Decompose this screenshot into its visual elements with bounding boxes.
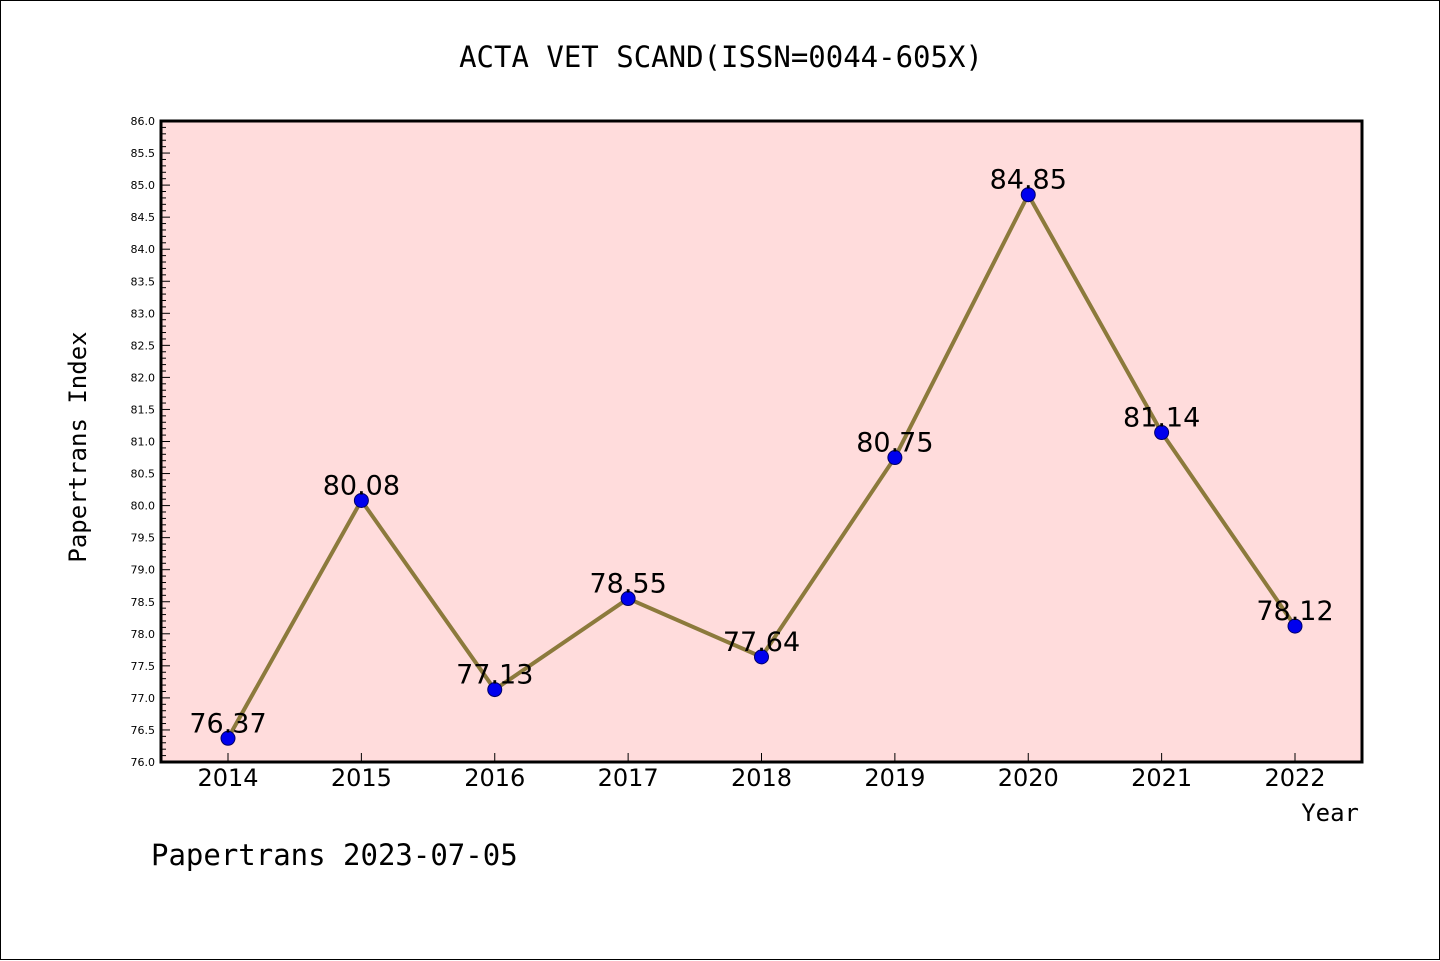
data-label: 78.12 <box>1256 596 1333 627</box>
y-tick-label: 81.5 <box>131 403 156 416</box>
plot-area <box>159 119 1364 764</box>
y-tick-label: 78.0 <box>131 628 156 641</box>
y-axis: 76.0 76.5 77.0 77.5 78.0 78.5 79.0 79.5 80.0 80.5… <box>131 115 170 769</box>
x-tick-label: 2021 <box>1131 764 1192 792</box>
y-tick-label: 79.0 <box>131 564 156 577</box>
data-label: 76.37 <box>189 708 266 739</box>
data-label: 84.85 <box>990 165 1067 196</box>
y-tick-label: 83.5 <box>131 275 156 288</box>
data-point <box>220 730 236 746</box>
x-tick-label: 2022 <box>1264 764 1325 792</box>
y-tick-label: 80.5 <box>131 468 156 481</box>
y-tick-label: 76.5 <box>131 724 156 737</box>
data-point <box>887 450 903 466</box>
y-tick-label: 76.0 <box>131 756 156 769</box>
data-labels: 76.37 80.08 77.13 78.55 77.64 80.75 84.85 81.14… <box>189 165 1333 740</box>
data-label: 78.55 <box>589 569 666 600</box>
y-tick-label: 85.0 <box>131 179 156 192</box>
y-tick-label: 84.0 <box>131 243 156 256</box>
y-tick-label: 79.5 <box>131 532 156 545</box>
x-tick-label: 2016 <box>464 764 525 792</box>
y-tick-label: 81.0 <box>131 436 156 449</box>
data-point <box>353 492 369 508</box>
y-tick-label: 86.0 <box>131 115 156 128</box>
x-tick-label: 2020 <box>998 764 1059 792</box>
data-point <box>487 682 503 698</box>
x-tick-label: 2014 <box>197 764 258 792</box>
x-tick-label: 2015 <box>331 764 392 792</box>
y-tick-label: 83.0 <box>131 307 156 320</box>
chart-title: ACTA VET SCAND(ISSN=0044-605X) <box>459 40 983 74</box>
data-point <box>1020 187 1036 203</box>
data-label: 80.08 <box>323 470 400 501</box>
data-label: 77.13 <box>456 660 533 691</box>
data-label: 81.14 <box>1123 403 1200 434</box>
data-point <box>1154 425 1170 441</box>
footer-date: Papertrans 2023-07-05 <box>151 838 518 872</box>
y-tick-label: 77.5 <box>131 660 156 673</box>
data-point <box>620 591 636 607</box>
data-label: 77.64 <box>723 627 800 658</box>
y-tick-label: 82.0 <box>131 371 156 384</box>
y-axis-label: Papertrans Index <box>64 331 92 562</box>
x-tick-label: 2017 <box>598 764 659 792</box>
y-tick-label: 78.5 <box>131 596 156 609</box>
x-axis: 2014 2015 2016 2017 2018 2019 2020 2021 2022 <box>197 753 1326 792</box>
data-point <box>754 649 769 665</box>
data-point <box>1287 618 1303 634</box>
y-tick-label: 77.0 <box>131 692 156 705</box>
x-axis-label: Year <box>1301 799 1359 827</box>
x-tick-label: 2018 <box>731 764 792 792</box>
y-tick-label: 82.5 <box>131 339 156 352</box>
data-label: 80.75 <box>856 428 933 459</box>
x-tick-label: 2019 <box>864 764 925 792</box>
y-tick-label: 84.5 <box>131 211 156 224</box>
series-line-group <box>220 187 1303 746</box>
y-tick-label: 85.5 <box>131 147 156 160</box>
y-tick-label: 80.0 <box>131 500 156 513</box>
